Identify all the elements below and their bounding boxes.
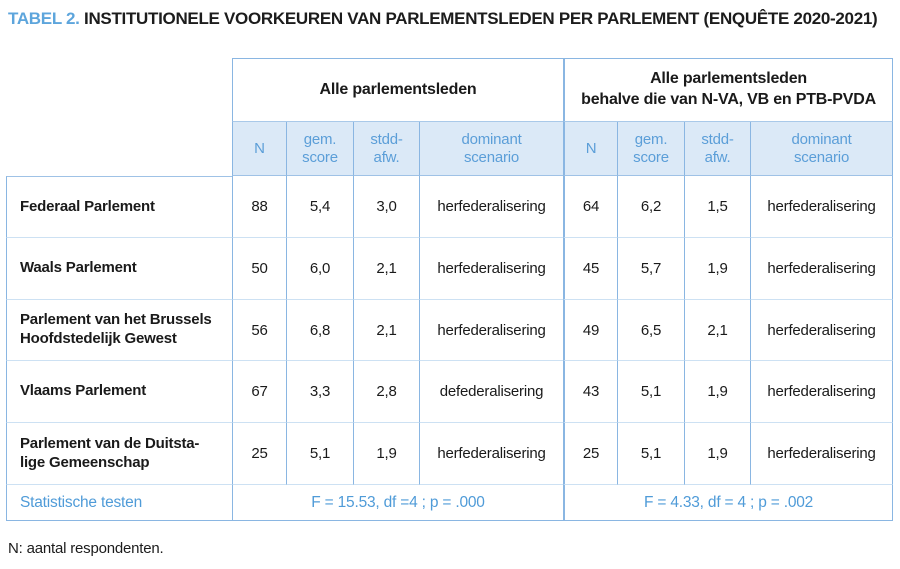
cell: 6,0 — [286, 238, 353, 300]
cell: herfederalisering — [419, 238, 564, 300]
table-row: Waals Parlement 50 6,0 2,1 herfederalise… — [6, 238, 894, 300]
table-title: TABEL 2. INSTITUTIONELE VOORKEUREN VAN P… — [8, 9, 878, 29]
cell: 5,7 — [617, 238, 685, 300]
statistics-value-g1: F = 15.53, df =4 ; p = .000 — [232, 485, 564, 521]
cell: 6,5 — [617, 300, 685, 361]
row-label-vlaams: Vlaams Parlement — [6, 361, 232, 423]
cell: herfederalisering — [750, 238, 894, 300]
column-header-n-g1: N — [232, 122, 286, 176]
cell: 64 — [563, 176, 618, 238]
row-label-duitstalige: Parlement van de Duitsta- lige Gemeensch… — [6, 423, 232, 485]
cell: 67 — [232, 361, 286, 423]
table-title-number: TABEL 2. — [8, 9, 80, 28]
cell: herfederalisering — [750, 176, 894, 238]
cell: 1,9 — [684, 423, 751, 485]
cell: herfederalisering — [419, 300, 564, 361]
cell: 3,0 — [353, 176, 419, 238]
group-header-excluding-parties: Alle parlementsleden behalve die van N-V… — [563, 58, 894, 122]
footnote: N: aantal respondenten. — [8, 540, 164, 557]
cell: 5,4 — [286, 176, 353, 238]
column-header-scenario-g2: dominant scenario — [750, 122, 894, 176]
cell: 2,8 — [353, 361, 419, 423]
cell: 5,1 — [617, 423, 685, 485]
cell: 5,1 — [286, 423, 353, 485]
column-header-scenario-g1: dominant scenario — [419, 122, 564, 176]
column-header-n-g2: N — [563, 122, 618, 176]
cell: 43 — [563, 361, 618, 423]
subheader-blank-cell — [6, 122, 232, 176]
column-header-mean-g2: gem. score — [617, 122, 685, 176]
column-header-mean-g1: gem. score — [286, 122, 353, 176]
cell: 1,9 — [684, 238, 751, 300]
cell: 6,2 — [617, 176, 685, 238]
cell: 56 — [232, 300, 286, 361]
statistics-value-g2: F = 4.33, df = 4 ; p = .002 — [563, 485, 894, 521]
cell: defederalisering — [419, 361, 564, 423]
cell: 1,9 — [684, 361, 751, 423]
cell: herfederalisering — [419, 176, 564, 238]
cell: 25 — [232, 423, 286, 485]
row-label-federaal: Federaal Parlement — [6, 176, 232, 238]
cell: 50 — [232, 238, 286, 300]
cell: 6,8 — [286, 300, 353, 361]
cell: 2,1 — [353, 238, 419, 300]
cell: 2,1 — [684, 300, 751, 361]
group-header-all-members: Alle parlementsleden — [232, 58, 564, 122]
cell: 2,1 — [353, 300, 419, 361]
statistics-row: Statistische testen F = 15.53, df =4 ; p… — [6, 485, 894, 521]
table-row: Parlement van het Brussels Hoofdstedelij… — [6, 300, 894, 361]
statistics-label: Statistische testen — [6, 485, 232, 521]
table-row: Federaal Parlement 88 5,4 3,0 herfederal… — [6, 176, 894, 238]
cell: 1,9 — [353, 423, 419, 485]
column-header-stddev-g1: stdd- afw. — [353, 122, 419, 176]
cell: 3,3 — [286, 361, 353, 423]
subheader-row: N gem. score stdd- afw. dominant scenari… — [6, 122, 894, 176]
group-header-row: Alle parlementsleden Alle parlementslede… — [6, 58, 894, 122]
table-title-text: INSTITUTIONELE VOORKEUREN VAN PARLEMENTS… — [79, 9, 878, 28]
column-header-stddev-g2: stdd- afw. — [684, 122, 751, 176]
header-blank-cell — [6, 58, 232, 122]
cell: 1,5 — [684, 176, 751, 238]
cell: herfederalisering — [750, 361, 894, 423]
cell: herfederalisering — [750, 423, 894, 485]
cell: 49 — [563, 300, 618, 361]
row-label-brussels: Parlement van het Brussels Hoofdstedelij… — [6, 300, 232, 361]
table-row: Vlaams Parlement 67 3,3 2,8 defederalise… — [6, 361, 894, 423]
cell: herfederalisering — [750, 300, 894, 361]
row-label-waals: Waals Parlement — [6, 238, 232, 300]
cell: 25 — [563, 423, 618, 485]
cell: 88 — [232, 176, 286, 238]
cell: 5,1 — [617, 361, 685, 423]
preferences-table: Alle parlementsleden Alle parlementslede… — [6, 58, 894, 521]
table-row: Parlement van de Duitsta- lige Gemeensch… — [6, 423, 894, 485]
cell: herfederalisering — [419, 423, 564, 485]
cell: 45 — [563, 238, 618, 300]
